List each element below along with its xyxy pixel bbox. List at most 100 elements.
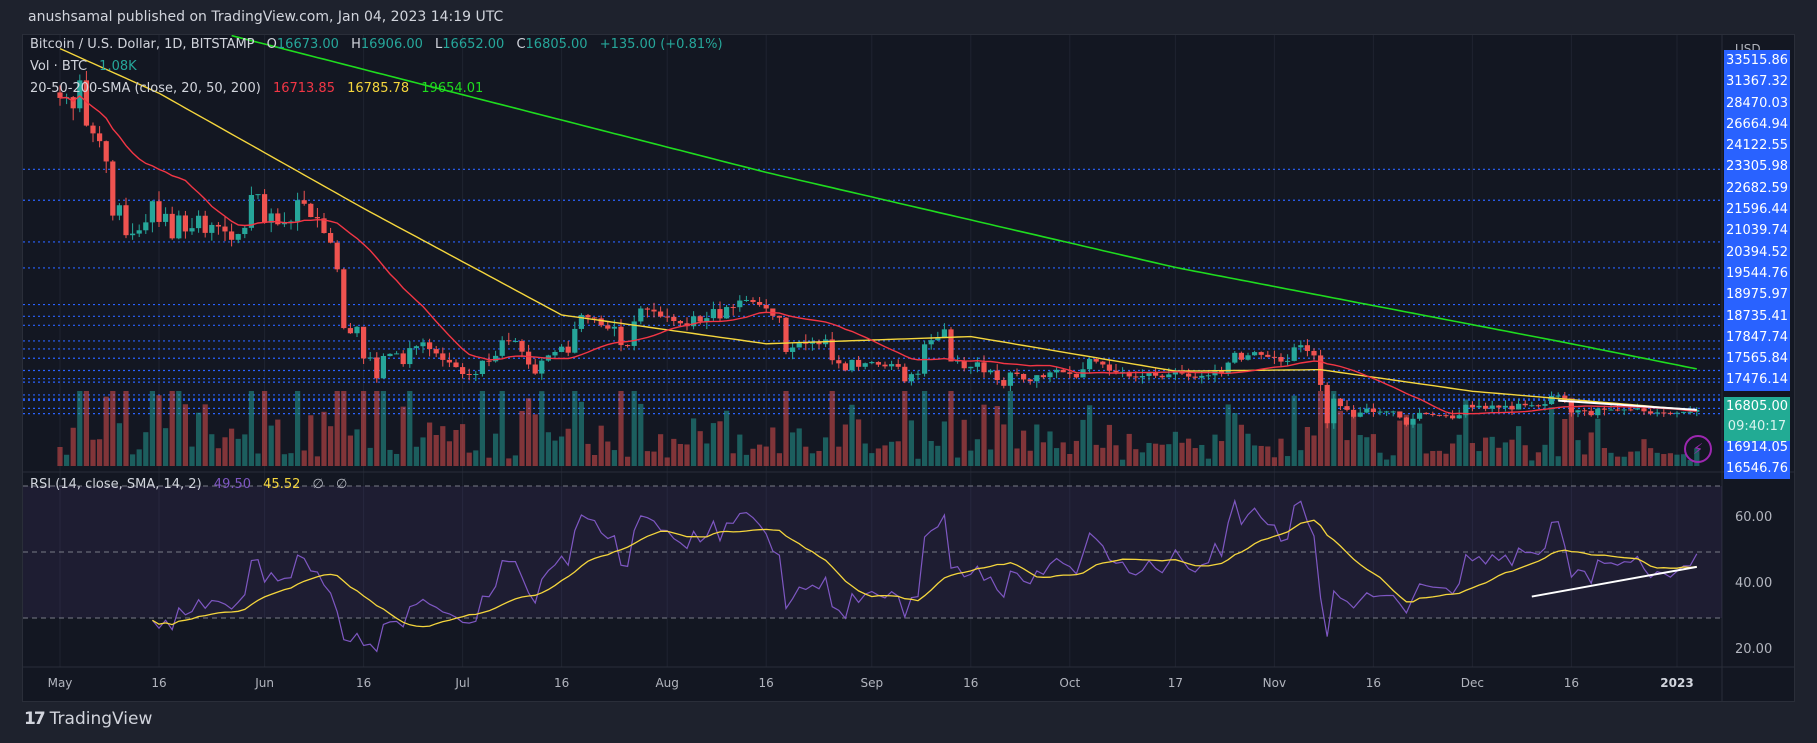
candle-body — [1252, 352, 1258, 356]
candle-body — [262, 194, 268, 223]
candle-body — [97, 133, 103, 142]
time-axis-tick: 16 — [355, 676, 372, 690]
candle-body — [941, 329, 947, 338]
candle-body — [585, 315, 591, 318]
volume-bar — [97, 439, 103, 466]
volume-bar — [882, 445, 888, 466]
price-level-label: 20394.52 — [1724, 241, 1790, 263]
candle-body — [110, 161, 116, 216]
candle-body — [1535, 405, 1541, 407]
candle-body — [1060, 369, 1066, 373]
candle-body — [578, 315, 584, 329]
chart-frame[interactable] — [22, 34, 1795, 702]
volume-bar — [1423, 453, 1429, 466]
volume-bar — [268, 425, 274, 466]
candle-body — [1430, 414, 1436, 416]
volume-bar — [922, 391, 928, 466]
volume-bar — [1628, 451, 1634, 466]
volume-bar — [400, 406, 406, 466]
candle-body — [453, 362, 459, 368]
volume-bar — [1199, 444, 1205, 466]
volume-bar — [895, 441, 901, 466]
volume-bar — [743, 454, 749, 466]
candle-body — [407, 348, 413, 365]
candle-body — [1265, 354, 1271, 357]
candle-body — [1509, 405, 1515, 410]
candle-body — [1549, 395, 1555, 405]
volume-bar — [479, 391, 485, 466]
volume-bar — [288, 453, 294, 466]
sma-label: 20-50-200-SMA (close, 20, 50, 200) — [30, 81, 261, 96]
candle-body — [149, 201, 155, 223]
volume-bar — [493, 433, 499, 466]
candle-body — [763, 304, 769, 309]
price-level-label: 19544.76 — [1724, 262, 1790, 285]
candle-body — [367, 357, 373, 359]
volume-bar — [341, 391, 347, 466]
candle-body — [499, 340, 505, 356]
lightning-icon[interactable]: ⚡ — [1684, 435, 1712, 463]
candle-body — [255, 194, 261, 196]
volume-bar — [1232, 413, 1238, 466]
candle-body — [123, 205, 129, 236]
candle-body — [1344, 406, 1350, 410]
candle-body — [842, 363, 848, 371]
candle-body — [532, 364, 538, 374]
candle-body — [1186, 373, 1192, 377]
price-level-label: 17847.74 — [1724, 326, 1790, 349]
volume-bar — [1159, 444, 1165, 466]
volume-bar — [182, 404, 188, 466]
candle-body — [380, 356, 386, 379]
volume-bar — [1153, 443, 1159, 466]
candle-body — [486, 360, 492, 362]
volume-bar — [1615, 456, 1621, 466]
volume-bar — [202, 404, 208, 466]
volume-bar — [1344, 440, 1350, 466]
candle-body — [1146, 372, 1152, 377]
volume-bar — [1483, 437, 1489, 466]
volume-bar — [407, 391, 413, 466]
candle-body — [1483, 405, 1489, 409]
candle-body — [1601, 408, 1607, 410]
volume-bar — [433, 435, 439, 466]
candle-body — [902, 366, 908, 382]
volume-bar — [1661, 454, 1667, 466]
candle-body — [334, 242, 340, 270]
volume-bar — [1568, 397, 1574, 466]
candle-body — [611, 326, 617, 329]
volume-bar — [1073, 440, 1079, 466]
candle-body — [981, 362, 987, 373]
volume-bar — [1271, 457, 1277, 466]
candle-body — [136, 230, 142, 234]
time-axis-tick: May — [47, 676, 73, 690]
volume-bar — [1588, 432, 1594, 466]
candle-body — [935, 337, 941, 341]
price-axis[interactable]: 33515.86 31367.32 28470.03 26664.94 24122.55… — [1724, 50, 1790, 480]
candle-body — [651, 309, 657, 312]
candle-body — [116, 205, 122, 216]
candle-body — [1351, 409, 1357, 417]
volume-bar — [1654, 452, 1660, 466]
volume-bar — [328, 426, 334, 466]
volume-bar — [1555, 456, 1561, 466]
volume-bar — [816, 450, 822, 466]
candle-body — [994, 370, 1000, 381]
candle-body — [1390, 411, 1396, 413]
candle-body — [1192, 376, 1198, 378]
volume-bar — [1106, 424, 1112, 466]
time-axis-tick: 16 — [1365, 676, 1382, 690]
volume-bar — [1601, 448, 1607, 466]
candle-body — [222, 226, 228, 232]
rsi-axis-tick: 20.00 — [1735, 642, 1773, 657]
volume-bar — [915, 458, 921, 466]
volume-bar — [1410, 420, 1416, 466]
candle-body — [413, 346, 419, 349]
volume-bar — [519, 410, 525, 466]
volume-bar — [664, 457, 670, 466]
candle-body — [552, 351, 558, 356]
volume-bar — [70, 427, 76, 466]
volume-bar — [1641, 439, 1647, 466]
volume-bar — [301, 450, 307, 466]
volume-bar — [499, 391, 505, 466]
